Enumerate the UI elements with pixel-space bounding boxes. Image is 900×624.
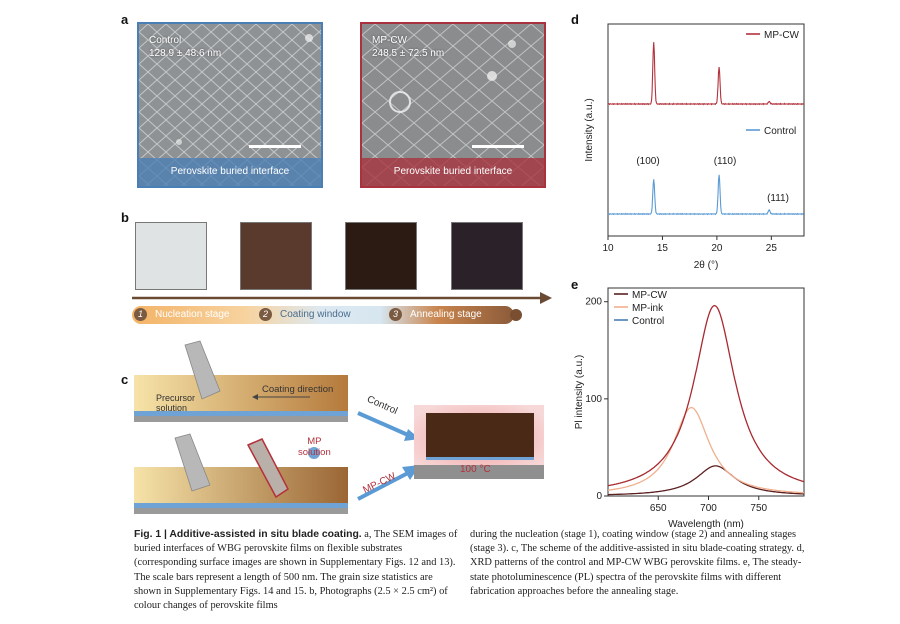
xrd-plot-frame	[607, 23, 805, 237]
stage-3-number: 3	[389, 307, 402, 321]
sem-image-mpcw: MP-CW 248.5 ± 72.5 nm Perovskite buried …	[360, 22, 546, 188]
caption-right-text: during the nucleation (stage 1), coating…	[470, 529, 805, 597]
caption-left: Fig. 1 | Additive-assisted in situ blade…	[134, 528, 460, 613]
photo-film-3	[345, 222, 417, 290]
coating-direction-label: Coating direction	[262, 384, 334, 395]
caption-right: during the nucleation (stage 1), coating…	[470, 528, 808, 599]
pl-series-mp-cw	[608, 465, 805, 496]
pl-xlabel: Wavelength (nm)	[668, 519, 744, 530]
xrd-chart: Intensity (a.u.) 2θ (°) 10 15 20 25 MP-CW C…	[584, 23, 805, 271]
pl-xtick-label-650: 650	[650, 503, 667, 514]
mpcw-band-label: Perovskite buried interface	[362, 158, 544, 186]
photo-film-2	[240, 222, 312, 290]
blade-top-icon	[184, 340, 221, 400]
panel-label-c: c	[121, 372, 129, 387]
stage-1-label: Nucleation stage	[155, 309, 230, 320]
panel-label-d: d	[571, 12, 579, 27]
temperature-label: 100 °C	[460, 464, 491, 475]
pl-ytick-label-0: 0	[596, 491, 602, 502]
pl-ylabel: Pl intensity (a.u.)	[574, 355, 585, 429]
xrd-xtick-label-15: 15	[657, 243, 669, 254]
stage-1: 1 Nucleation stage	[134, 306, 230, 324]
pl-series-mp-ink	[607, 406, 804, 494]
scale-bar-mpcw	[472, 145, 524, 148]
pl-ytick-label-200: 200	[585, 297, 602, 308]
mp-blade-icon	[246, 438, 289, 499]
xrd-xtick-label-10: 10	[602, 243, 614, 254]
panel-label-a: a	[121, 12, 129, 27]
sem-image-control: Control 128.9 ± 48.6 nm Perovskite burie…	[137, 22, 323, 188]
stage-2: 2 Coating window	[259, 306, 351, 324]
xrd-xtick-label-20: 20	[711, 243, 723, 254]
timeline-graphic	[132, 292, 552, 324]
scale-bar-control	[249, 145, 301, 148]
pl-ytick-label-100: 100	[585, 394, 602, 405]
xrd-series-mp-cw	[607, 42, 804, 106]
pl-series-control	[607, 304, 805, 487]
photo-film-4	[451, 222, 523, 290]
control-band-label: Perovskite buried interface	[139, 158, 321, 186]
pl-plot-frame	[607, 287, 805, 497]
stage-3: 3 Annealing stage	[389, 306, 482, 324]
pl-xtick-label-750: 750	[750, 503, 767, 514]
xrd-xtick-label-25: 25	[766, 243, 778, 254]
legend-label-mpcw-d: MP-CW	[764, 30, 800, 41]
pl-chart: Pl intensity (a.u.) Wavelength (nm) 650 7…	[574, 287, 805, 530]
mpcw-grain-size: 248.5 ± 72.5 nm	[372, 48, 445, 59]
xrd-series-control	[607, 174, 804, 216]
mp-solution-label: MP solution	[298, 436, 331, 458]
precursor-label: Precursor solution	[156, 393, 196, 413]
caption-fig-title: Fig. 1 | Additive-assisted in situ blade…	[134, 529, 362, 540]
pl-xtick-label-700: 700	[700, 503, 717, 514]
panel-label-e: e	[571, 277, 579, 292]
stage-2-number: 2	[259, 307, 272, 321]
blade-bottom-icon	[174, 433, 211, 492]
xrd-xlabel: 2θ (°)	[694, 260, 719, 271]
legend-label-mpcw-e: MP-CW	[632, 290, 668, 301]
peak-label-110: (110)	[714, 156, 737, 167]
mpcw-name: MP-CW	[372, 35, 407, 46]
control-name: Control	[149, 35, 182, 46]
legend-label-mpink-e: MP-ink	[632, 303, 664, 314]
panel-label-b: b	[121, 210, 129, 225]
stage-1-number: 1	[134, 307, 147, 321]
caption-left-text: a, The SEM images of buried interfaces o…	[134, 529, 458, 612]
peak-label-100: (100)	[636, 156, 659, 167]
stage-2-label: Coating window	[280, 309, 351, 320]
mp-droplet-icon	[308, 447, 320, 459]
blade-coating-scheme	[134, 340, 544, 514]
stage-3-label: Annealing stage	[410, 309, 482, 320]
legend-label-control-d: Control	[764, 126, 796, 137]
peak-label-111: (111)	[767, 193, 789, 204]
xrd-ylabel: Intensity (a.u.)	[584, 98, 595, 161]
legend-label-control-e: Control	[632, 316, 664, 327]
control-grain-size: 128.9 ± 48.6 nm	[149, 48, 222, 59]
photo-film-1	[135, 222, 207, 290]
